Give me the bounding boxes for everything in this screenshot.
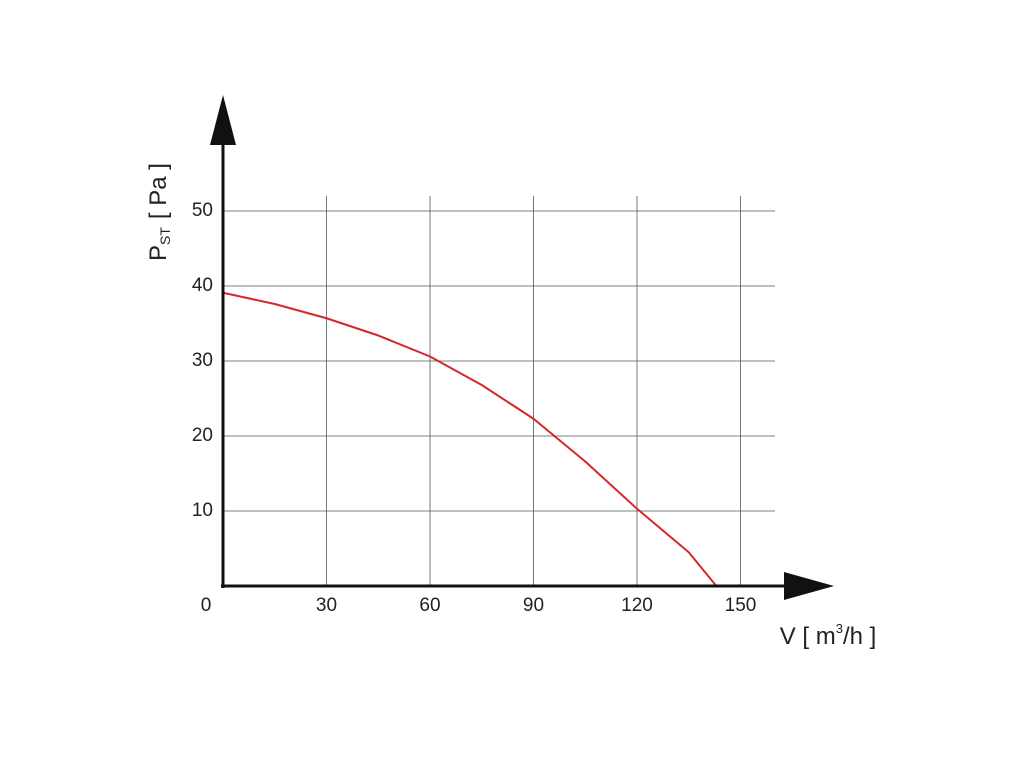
x-label-sup: 3 xyxy=(836,621,843,636)
x-axis-arrow xyxy=(784,572,834,600)
y-axis-arrow xyxy=(210,95,236,145)
y-label-main: P xyxy=(145,245,172,261)
x-axis-label: V [ m3/h ] xyxy=(780,621,877,650)
x-tick-label: 0 xyxy=(201,595,212,616)
grid xyxy=(223,196,775,586)
plot xyxy=(222,291,718,587)
y-tick-label: 50 xyxy=(192,200,213,221)
x-tick-label: 150 xyxy=(725,595,757,616)
y-label-unit: [ Pa ] xyxy=(145,163,172,219)
x-tick-label: 60 xyxy=(419,595,440,616)
y-label-sub: ST xyxy=(157,227,173,245)
y-axis-label: PST [ Pa ] xyxy=(145,163,172,261)
x-tick-label: 30 xyxy=(316,595,337,616)
x-tick-label: 90 xyxy=(523,595,544,616)
x-label-unit: /h ] xyxy=(843,623,876,650)
x-label-main: V [ m xyxy=(780,623,836,650)
y-tick-label: 30 xyxy=(192,350,213,371)
y-tick-label: 10 xyxy=(192,500,213,521)
data-line xyxy=(222,291,718,587)
y-tick-label: 20 xyxy=(192,425,213,446)
x-tick-label: 120 xyxy=(621,595,653,616)
y-tick-label: 40 xyxy=(192,275,213,296)
